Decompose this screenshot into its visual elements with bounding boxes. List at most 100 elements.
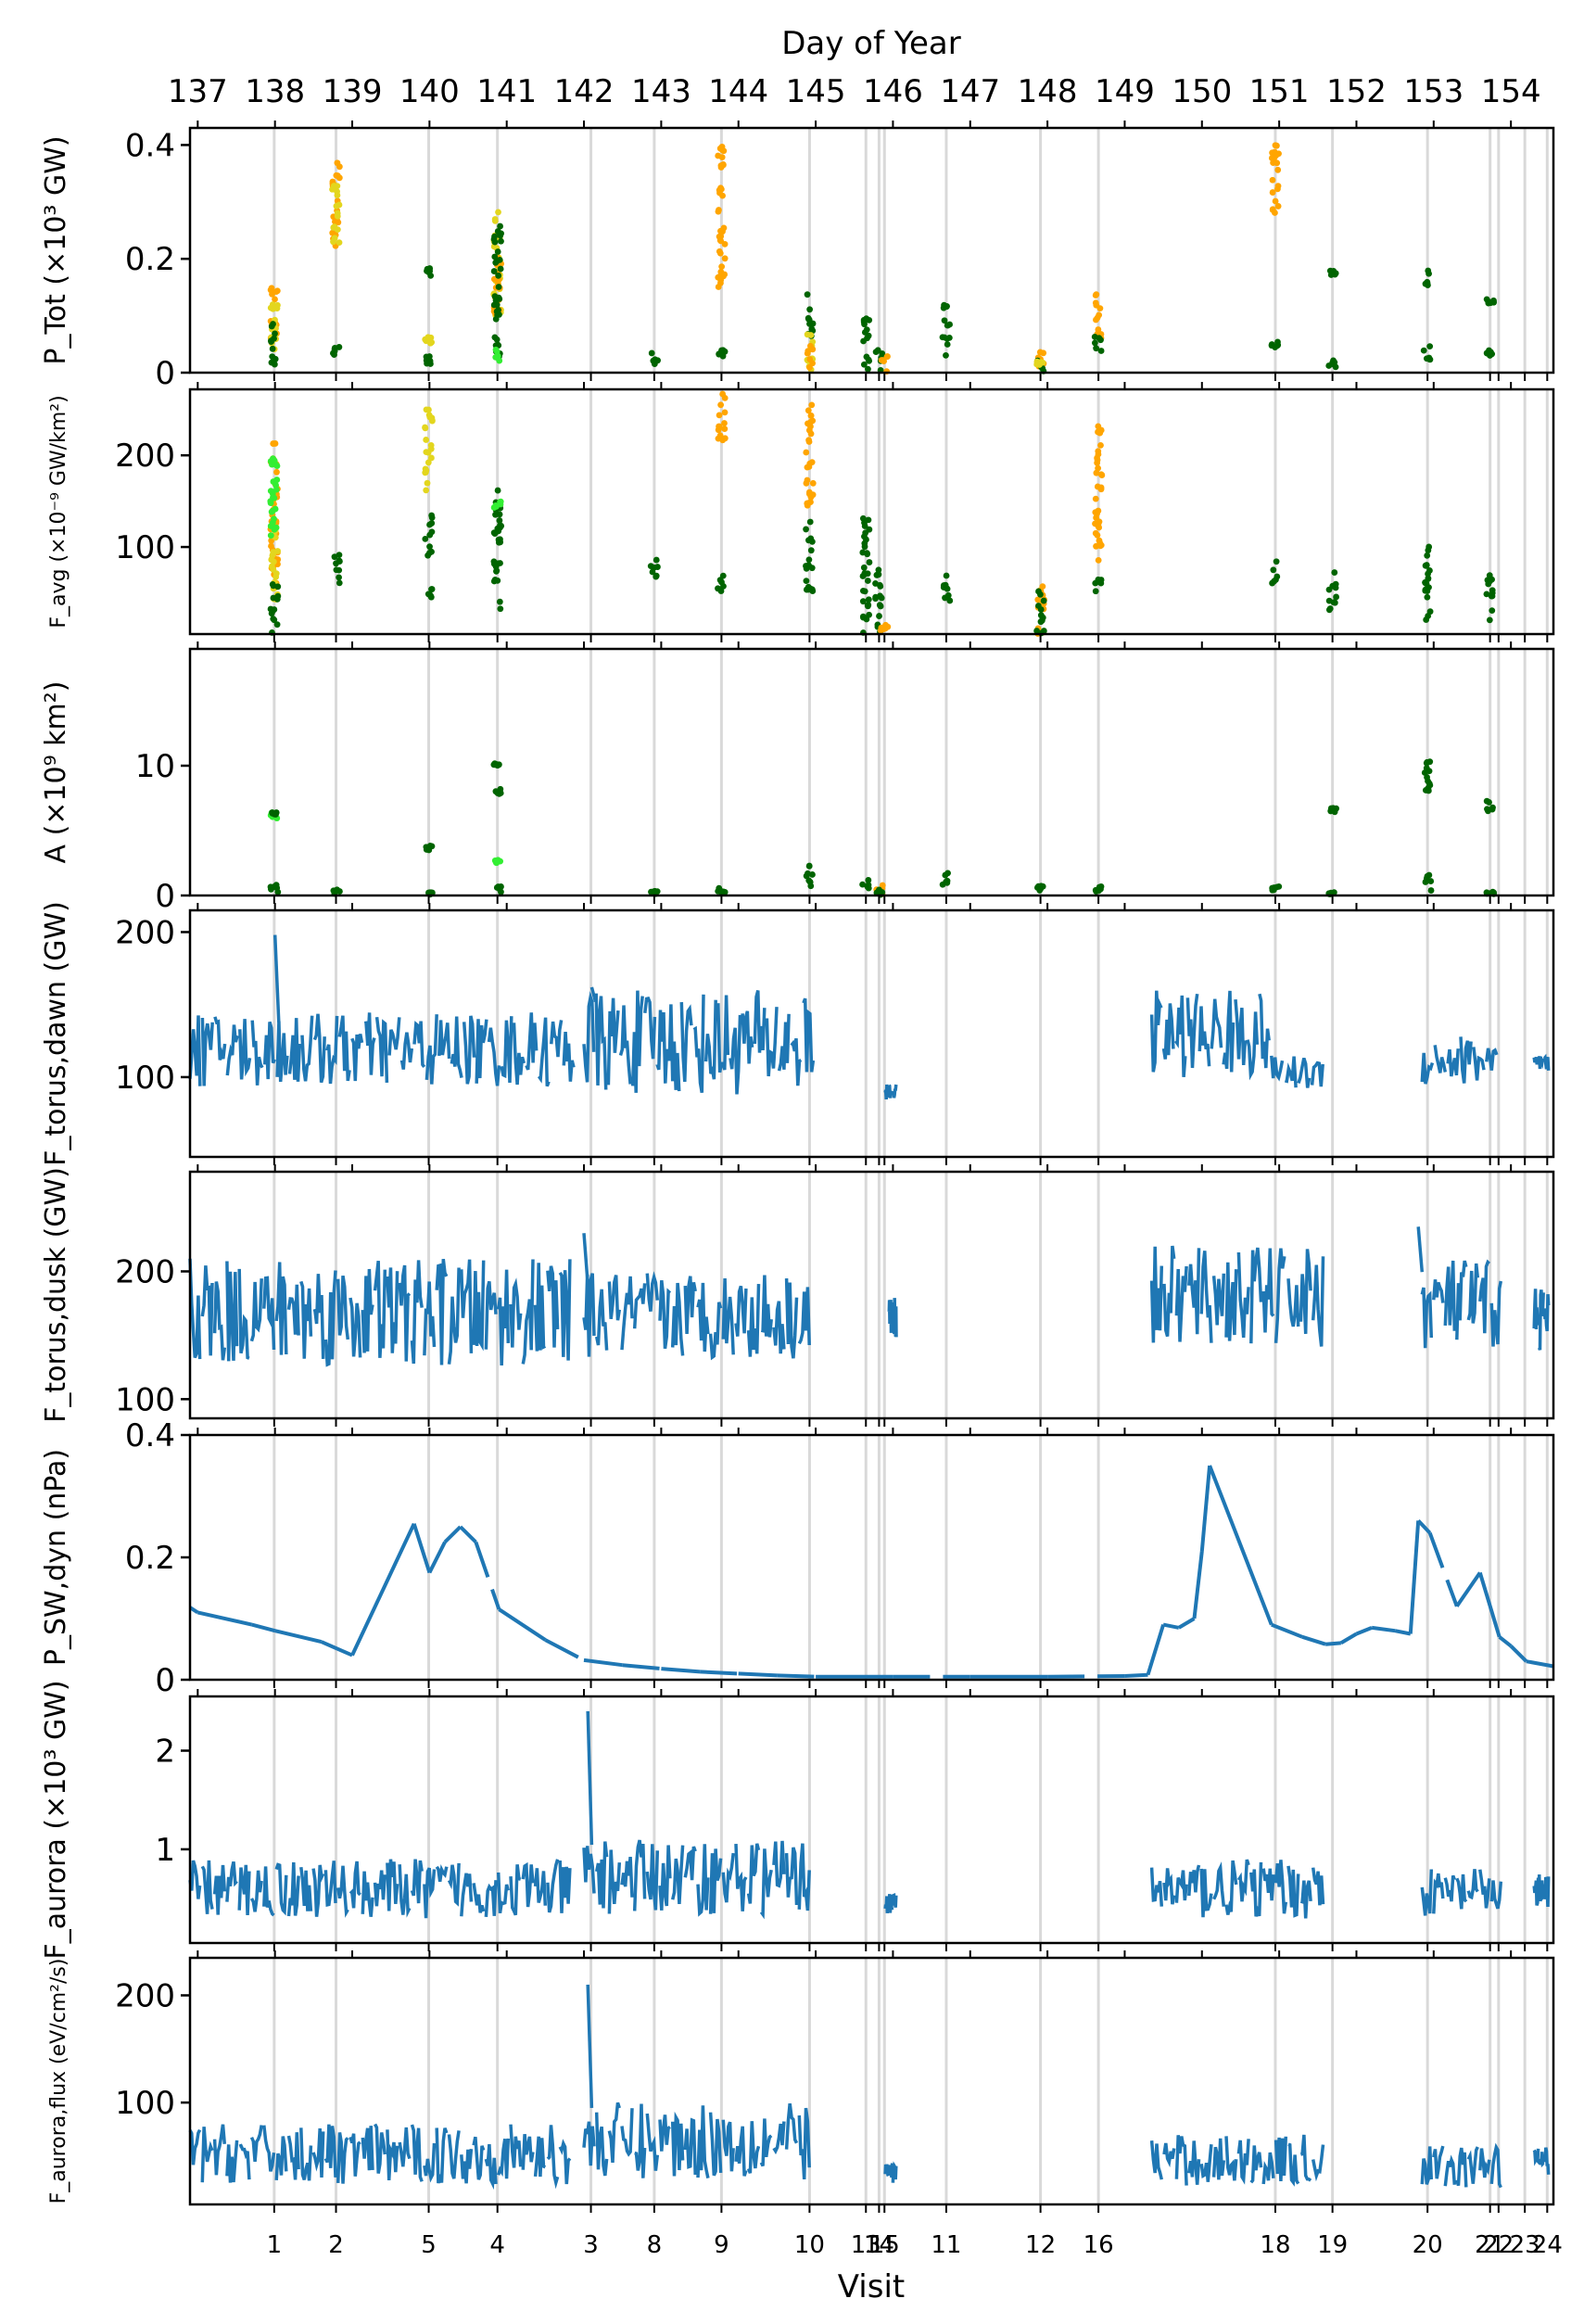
data-curve-psw-24	[1146, 1624, 1166, 1676]
data-point-favg-14	[805, 556, 813, 564]
data-point-favg-21	[1096, 540, 1104, 547]
data-curve-psw-3	[274, 1629, 323, 1645]
data-point-area-13	[865, 883, 871, 889]
data-point-favg-7	[428, 586, 436, 592]
y-tick-label-psw-0: 0	[155, 1662, 175, 1699]
data-line-faur-0	[188, 1859, 572, 1919]
data-point-area-24	[1486, 799, 1492, 806]
data-point-favg-12	[717, 588, 725, 594]
data-point-favg-13	[805, 464, 813, 470]
data-point-area-17	[1035, 883, 1042, 890]
data-curve-psw-23	[1124, 1672, 1148, 1678]
data-point-favg-13	[809, 491, 817, 499]
data-point-favg-11	[715, 435, 722, 442]
top-tick-label-148: 148	[1018, 73, 1078, 110]
data-point-favg-18	[943, 585, 950, 591]
data-point-ptot-4	[330, 238, 336, 246]
data-point-favg-16	[877, 583, 884, 590]
visit-label-14: 14	[864, 2231, 894, 2259]
data-curve-psw-34	[1355, 1626, 1373, 1636]
y-tick-label-area-1: 10	[135, 748, 175, 785]
data-point-favg-6	[423, 466, 430, 474]
data-point-ptot-12	[496, 357, 503, 364]
data-point-favg-15	[860, 564, 868, 571]
data-point-favg-15	[865, 603, 871, 610]
data-point-ptot-1	[273, 305, 281, 311]
data-point-ptot-14	[717, 184, 724, 192]
data-point-favg-26	[1489, 607, 1496, 615]
data-point-favg-25	[1424, 552, 1431, 559]
data-point-ptot-22	[941, 301, 947, 309]
data-point-ptot-11	[497, 265, 504, 273]
data-point-favg-11	[716, 412, 723, 419]
data-point-favg-6	[423, 406, 430, 413]
data-point-favg-15	[859, 514, 867, 522]
data-line-dawn-3	[1149, 990, 1271, 1081]
data-point-ptot-0	[269, 288, 276, 295]
data-point-ptot-18	[809, 346, 817, 353]
top-tick-label-137: 137	[168, 73, 228, 110]
data-point-favg-11	[721, 420, 728, 426]
data-point-ptot-11	[497, 222, 503, 230]
data-point-favg-8	[495, 539, 502, 546]
visit-label-19: 19	[1317, 2231, 1348, 2259]
data-point-area-22	[1426, 871, 1433, 879]
data-point-favg-15	[859, 598, 867, 605]
data-point-ptot-28	[1275, 150, 1282, 158]
data-point-ptot-28	[1274, 183, 1282, 190]
data-point-ptot-4	[334, 192, 341, 198]
data-line-flux-1	[582, 2102, 811, 2179]
visit-label-16: 16	[1083, 2231, 1114, 2259]
data-peak-flux-1	[586, 1984, 594, 2108]
data-point-ptot-4	[333, 202, 340, 210]
data-line-dusk-0	[188, 1258, 572, 1367]
panel-frame-dawn	[188, 908, 1555, 1159]
data-line-flux-4	[1420, 2142, 1502, 2189]
top-tick-label-147: 147	[940, 73, 1000, 110]
data-curve-psw-1	[196, 1610, 253, 1627]
data-point-ptot-14	[721, 271, 729, 278]
data-point-ptot-11	[498, 237, 504, 245]
data-point-favg-14	[807, 585, 814, 592]
data-line-dawn-6	[1532, 1053, 1551, 1071]
data-point-favg-5	[426, 543, 433, 551]
data-point-ptot-26	[1095, 326, 1102, 333]
visit-label-5: 5	[421, 2231, 437, 2259]
data-point-area-16	[944, 879, 951, 886]
data-point-favg-15	[861, 571, 868, 578]
y-axis-label-psw: P_SW,dyn (nPa)	[40, 1449, 72, 1666]
y-axis-label-faur: F_aurora (×10³ GW)	[40, 1680, 72, 1959]
data-line-dusk-1	[582, 1271, 811, 1361]
data-point-ptot-11	[492, 259, 500, 266]
panel-faur: 1 2 F_aurora (×10³ GW)	[40, 1680, 1555, 1960]
data-point-ptot-9	[491, 217, 499, 224]
visit-label-15: 15	[869, 2231, 900, 2259]
data-point-favg-25	[1424, 593, 1431, 601]
data-point-favg-26	[1483, 591, 1490, 598]
data-point-ptot-34	[1485, 298, 1491, 305]
data-point-favg-24	[1333, 593, 1339, 601]
data-point-ptot-16	[806, 306, 814, 313]
data-point-ptot-28	[1274, 203, 1282, 210]
data-point-favg-9	[492, 502, 500, 509]
data-curve-psw-15	[661, 1667, 701, 1674]
top-axis-ticks: 137 138 139 140 141 142 143 144 145 146 147 148 149 1…	[168, 73, 1541, 110]
data-point-favg-17	[881, 625, 889, 632]
data-point-area-22	[1427, 878, 1435, 884]
data-line-dawn-0	[188, 1012, 576, 1087]
data-point-ptot-29	[1268, 341, 1275, 348]
data-point-ptot-3	[334, 172, 341, 179]
data-point-ptot-13	[648, 349, 655, 357]
data-point-favg-2	[271, 515, 277, 523]
data-point-area-23	[1422, 787, 1429, 794]
data-point-ptot-27	[1093, 345, 1100, 352]
data-point-favg-15	[866, 559, 873, 565]
data-point-favg-21	[1097, 486, 1105, 493]
panel-frame-ptot	[188, 126, 1555, 375]
data-point-ptot-14	[721, 240, 729, 248]
data-point-favg-20	[1035, 603, 1042, 609]
data-point-favg-14	[806, 518, 814, 526]
data-point-favg-21	[1096, 524, 1103, 531]
data-point-ptot-19	[860, 361, 868, 368]
data-point-ptot-17	[807, 332, 815, 338]
